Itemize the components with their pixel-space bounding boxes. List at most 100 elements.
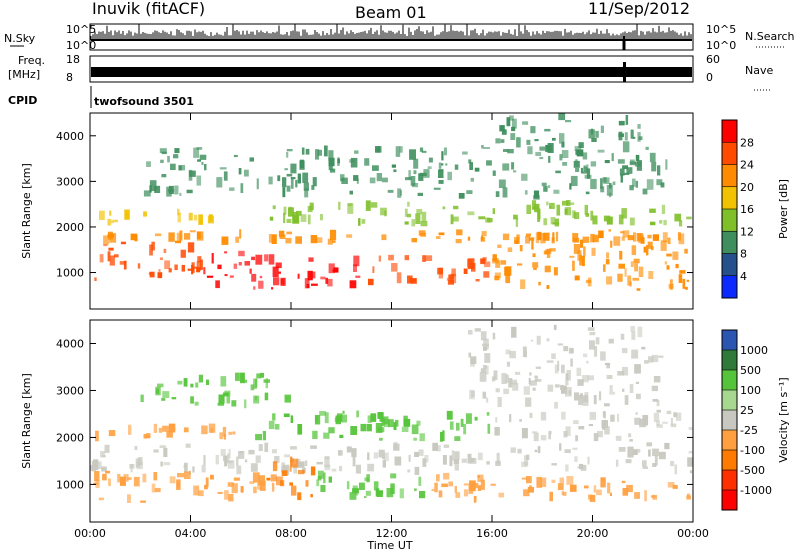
velocity-data-cell bbox=[281, 470, 288, 476]
power-data-cell bbox=[684, 248, 688, 254]
velocity-data-cell bbox=[463, 423, 467, 435]
velocity-data-cell bbox=[529, 412, 533, 418]
power-data-cell bbox=[443, 147, 447, 156]
velocity-data-cell bbox=[275, 423, 280, 430]
velocity-data-cell bbox=[509, 414, 512, 423]
velocity-data-cell bbox=[454, 451, 460, 460]
power-data-cell bbox=[412, 183, 419, 188]
power-data-cell bbox=[455, 239, 462, 244]
velocity-data-cell bbox=[573, 420, 579, 424]
power-data-cell bbox=[495, 260, 501, 268]
power-data-cell bbox=[207, 215, 214, 224]
power-data-cell bbox=[632, 178, 636, 187]
power-data-cell bbox=[184, 233, 191, 240]
power-data-cell bbox=[453, 216, 459, 222]
velocity-data-cell bbox=[588, 494, 593, 500]
power-data-cell bbox=[94, 277, 97, 281]
power-data-cell bbox=[295, 179, 298, 188]
power-data-cell bbox=[310, 271, 316, 279]
power-data-cell bbox=[399, 146, 403, 153]
velocity-panel: 1000 2000 3000 4000 Slant Range [km] 1000 500 1… bbox=[20, 319, 790, 540]
power-data-cell bbox=[203, 267, 206, 275]
power-data-cell bbox=[99, 254, 104, 263]
velocity-data-cell bbox=[593, 485, 597, 493]
power-data-cell bbox=[669, 279, 673, 290]
power-data-cell bbox=[438, 232, 445, 236]
velocity-data-cell bbox=[628, 433, 632, 438]
velocity-data-cell bbox=[537, 446, 541, 454]
velocity-data-cell bbox=[364, 496, 367, 499]
velocity-data-cell bbox=[324, 456, 330, 460]
velocity-data-cell bbox=[497, 397, 502, 407]
power-data-cell bbox=[502, 233, 510, 241]
velocity-data-cell bbox=[154, 487, 161, 493]
velocity-data-cell bbox=[268, 420, 275, 430]
power-data-cell bbox=[543, 218, 548, 226]
power-data-cell bbox=[633, 258, 640, 264]
velocity-data-cell bbox=[101, 466, 107, 472]
velocity-data-cell bbox=[320, 484, 326, 492]
velocity-data-cell bbox=[142, 473, 147, 483]
velocity-data-cell bbox=[217, 402, 225, 406]
power-data-cell bbox=[166, 186, 172, 197]
power-data-cell bbox=[381, 234, 387, 241]
freq-tick-top: 18 bbox=[66, 53, 80, 66]
velocity-data-cell bbox=[235, 372, 240, 381]
power-data-cell bbox=[349, 280, 357, 289]
velocity-data-cell bbox=[554, 401, 558, 409]
power-data-cell bbox=[565, 120, 572, 123]
power-data-cell bbox=[466, 190, 473, 194]
velocity-data-cell bbox=[480, 331, 487, 341]
power-data-cell bbox=[569, 183, 572, 190]
velocity-data-cell bbox=[177, 380, 183, 385]
power-data-cell bbox=[507, 247, 513, 252]
velocity-data-cell bbox=[266, 477, 271, 481]
power-data-cell bbox=[199, 154, 207, 160]
power-data-cell bbox=[176, 232, 181, 243]
velocity-data-cell bbox=[250, 384, 255, 391]
velocity-data-cell bbox=[604, 426, 610, 435]
power-data-cell bbox=[647, 241, 653, 249]
power-data-cell bbox=[337, 158, 340, 164]
velocity-colorbar-tick-label: -100 bbox=[740, 444, 765, 457]
velocity-data-cell bbox=[168, 423, 176, 433]
nsky-strip-frame bbox=[89, 23, 694, 51]
x-axis-title: Time UT bbox=[366, 539, 412, 552]
power-data-cell bbox=[590, 233, 595, 243]
velocity-data-cell bbox=[608, 338, 614, 344]
power-data-cell bbox=[621, 208, 627, 219]
velocity-data-cell bbox=[589, 340, 595, 350]
power-data-cell bbox=[312, 177, 317, 187]
power-data-cell bbox=[636, 160, 642, 171]
velocity-data-cell bbox=[485, 397, 489, 403]
power-data-cell bbox=[264, 254, 269, 262]
velocity-data-cell bbox=[117, 473, 121, 483]
power-data-cell bbox=[380, 207, 387, 216]
velocity-data-cell bbox=[401, 426, 409, 432]
power-data-cell bbox=[422, 255, 426, 262]
power-data-cell bbox=[648, 271, 654, 279]
velocity-data-cell bbox=[204, 484, 208, 490]
velocity-data-cell bbox=[250, 463, 258, 472]
power-data-cell bbox=[562, 200, 569, 206]
velocity-data-cell bbox=[449, 455, 453, 467]
power-data-cell bbox=[311, 185, 315, 190]
power-colorbar-cell bbox=[722, 142, 737, 165]
power-data-cell bbox=[167, 155, 170, 163]
power-data-cell bbox=[573, 244, 580, 254]
power-data-cell bbox=[575, 159, 578, 162]
velocity-data-cell bbox=[378, 449, 385, 458]
power-data-cell bbox=[533, 267, 537, 270]
velocity-data-cell bbox=[565, 379, 569, 386]
power-data-cell bbox=[329, 229, 337, 241]
velocity-data-cell bbox=[225, 460, 233, 464]
power-y-axis-title: Slant Range [km] bbox=[20, 163, 33, 259]
velocity-data-cell bbox=[594, 346, 598, 357]
velocity-data-cell bbox=[262, 431, 266, 441]
velocity-data-cell bbox=[641, 346, 646, 350]
velocity-data-cell bbox=[441, 483, 448, 488]
velocity-data-cell bbox=[162, 391, 170, 398]
velocity-data-cell bbox=[315, 415, 318, 424]
velocity-data-cell bbox=[205, 477, 209, 487]
power-data-cell bbox=[458, 193, 465, 199]
